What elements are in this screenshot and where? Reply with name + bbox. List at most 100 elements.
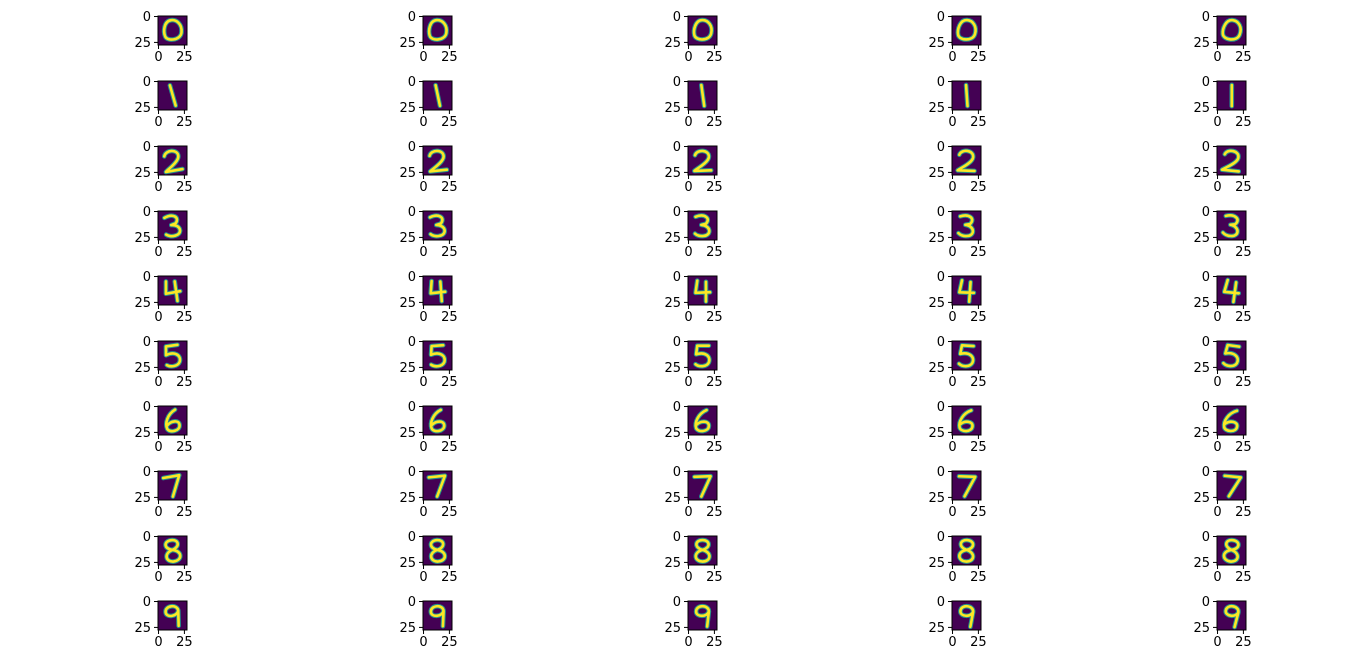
x-tick-label: 25: [970, 635, 987, 650]
y-tick-label: 25: [399, 166, 416, 181]
x-tick-label: 0: [948, 635, 956, 650]
x-tick-label: 0: [1213, 180, 1221, 195]
digit-glyph-4: [163, 279, 183, 304]
y-tick-label: 0: [1202, 10, 1210, 25]
digit-glyph-9: [693, 603, 712, 629]
digit-stroke: [428, 214, 446, 238]
digit-glyph-4: [428, 278, 448, 304]
x-tick-label: 25: [1235, 50, 1252, 65]
digit-stroke: [429, 279, 447, 303]
x-tick-label: 0: [1213, 245, 1221, 260]
digit-stroke: [958, 538, 975, 563]
x-tick-label: 25: [441, 180, 458, 195]
digit-glyph-8: [428, 537, 448, 564]
x-tick-label: 25: [441, 635, 458, 650]
x-tick-label: 0: [684, 375, 692, 390]
digit-stroke: [964, 83, 969, 108]
digit-stroke: [694, 604, 711, 628]
y-tick-label: 25: [928, 621, 945, 636]
digit-glyph-5: [1221, 342, 1242, 369]
digit-glyph-8: [163, 537, 183, 564]
y-tick-label: 0: [937, 140, 945, 155]
x-tick-label: 25: [176, 505, 193, 520]
x-tick-label: 0: [154, 505, 162, 520]
x-tick-label: 25: [706, 180, 723, 195]
y-tick-label: 25: [928, 36, 945, 51]
x-tick-label: 0: [154, 375, 162, 390]
x-tick-label: 0: [684, 180, 692, 195]
x-tick-label: 25: [1235, 115, 1252, 130]
y-tick-label: 25: [1193, 361, 1210, 376]
digit-stroke: [1223, 474, 1243, 498]
axes-frame: [687, 210, 718, 241]
y-tick-label: 0: [937, 530, 945, 545]
digit-stroke: [164, 605, 180, 628]
digit-stroke: [163, 149, 184, 174]
x-tick-label: 25: [1235, 310, 1252, 325]
digit-stroke: [958, 278, 976, 304]
digit-glyph-8: [957, 537, 976, 564]
x-tick-label: 0: [419, 505, 427, 520]
digit-stroke: [429, 343, 446, 368]
digit-stroke: [693, 149, 713, 173]
digit-glyph-0: [1220, 17, 1243, 42]
digit-glyph-2: [161, 148, 185, 175]
axes-frame: [422, 15, 453, 46]
axes-frame: [1216, 405, 1247, 436]
digit-stroke: [700, 83, 706, 108]
x-tick-label: 25: [970, 310, 987, 325]
axes-frame: [422, 210, 453, 241]
digit-glyph-6: [164, 407, 182, 434]
y-tick-label: 0: [143, 270, 151, 285]
axes-frame: [951, 535, 982, 566]
y-tick-label: 25: [134, 621, 151, 636]
x-tick-label: 25: [176, 180, 193, 195]
y-tick-label: 25: [399, 361, 416, 376]
y-tick-label: 0: [937, 270, 945, 285]
axes-frame: [951, 15, 982, 46]
digit-stroke: [694, 344, 711, 368]
axes-frame: [1216, 470, 1247, 501]
axes-frame: [1216, 600, 1247, 631]
digit-stroke: [428, 149, 449, 173]
axes-frame: [687, 600, 718, 631]
axes-frame: [422, 80, 453, 111]
x-tick-label: 25: [970, 505, 987, 520]
digit-glyph-7: [1222, 473, 1244, 499]
x-tick-label: 25: [441, 505, 458, 520]
digit-glyph-2: [1219, 148, 1242, 174]
x-tick-label: 0: [948, 570, 956, 585]
x-tick-label: 0: [1213, 440, 1221, 455]
x-tick-label: 25: [441, 245, 458, 260]
x-tick-label: 25: [441, 440, 458, 455]
y-tick-label: 25: [664, 296, 681, 311]
digit-glyph-3: [1220, 213, 1240, 239]
y-tick-label: 0: [408, 205, 416, 220]
y-tick-label: 25: [1193, 621, 1210, 636]
axes-frame: [687, 275, 718, 306]
x-tick-label: 0: [419, 115, 427, 130]
digit-glyph-3: [692, 213, 712, 239]
axes-frame: [951, 80, 982, 111]
digit-stroke: [692, 18, 713, 41]
y-tick-label: 25: [928, 101, 945, 116]
y-tick-label: 25: [664, 101, 681, 116]
digit-stroke: [694, 279, 712, 303]
